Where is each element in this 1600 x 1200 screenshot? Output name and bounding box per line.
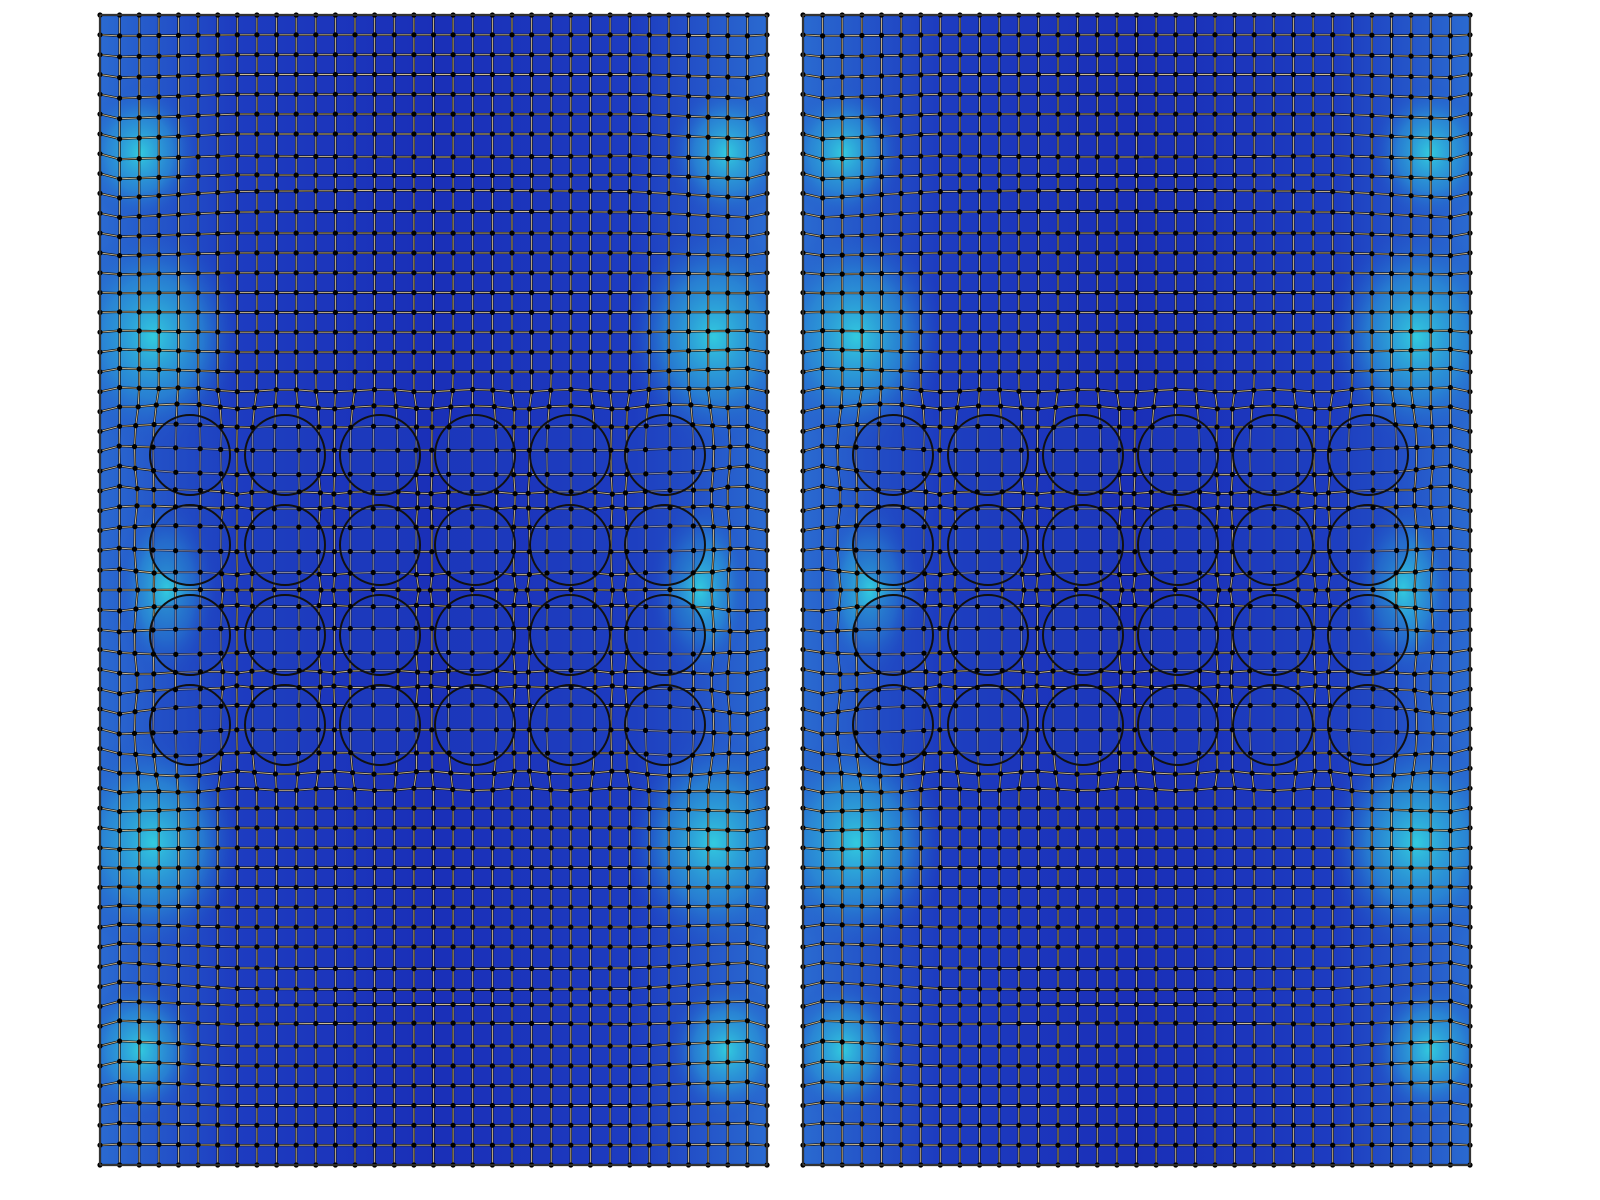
stress-patch [1369, 980, 1470, 1120]
inclusion [529, 414, 611, 496]
stress-patch [100, 980, 201, 1120]
stress-patch [623, 227, 767, 447]
inclusion [529, 684, 611, 766]
inclusion [852, 414, 934, 496]
stress-patch [100, 733, 244, 953]
mesh-panel [800, 12, 1473, 1168]
stress-patch [100, 227, 244, 447]
inclusion [244, 504, 326, 586]
inclusion [947, 684, 1029, 766]
stress-patch [1326, 227, 1470, 447]
inclusion [1232, 684, 1314, 766]
inclusion [1232, 504, 1314, 586]
inclusion [852, 594, 934, 676]
mesh-panel [97, 12, 770, 1168]
inclusion [947, 594, 1029, 676]
inclusion [852, 684, 934, 766]
cyan-patches [803, 83, 1470, 1120]
inclusions [149, 414, 706, 766]
inclusion [947, 414, 1029, 496]
inclusion [1232, 594, 1314, 676]
inclusion [852, 504, 934, 586]
inclusion [1042, 594, 1124, 676]
panel-border [99, 14, 768, 1166]
inclusion [1042, 504, 1124, 586]
stress-patch [1326, 733, 1470, 953]
inclusions [852, 414, 1409, 766]
inclusion [947, 504, 1029, 586]
inclusion [149, 414, 231, 496]
inclusion [244, 414, 326, 496]
inclusion [244, 684, 326, 766]
inclusion [149, 684, 231, 766]
stress-patch [666, 980, 767, 1120]
inclusion [339, 504, 421, 586]
inclusion [1232, 414, 1314, 496]
inclusion [244, 594, 326, 676]
inclusion [529, 504, 611, 586]
inclusion [149, 504, 231, 586]
stress-patch [803, 980, 904, 1120]
stress-patch [803, 227, 947, 447]
panel-border [802, 14, 1471, 1166]
stress-patch [623, 733, 767, 953]
inclusion [529, 594, 611, 676]
inclusion [339, 594, 421, 676]
inclusion [149, 594, 231, 676]
stress-patch [803, 733, 947, 953]
